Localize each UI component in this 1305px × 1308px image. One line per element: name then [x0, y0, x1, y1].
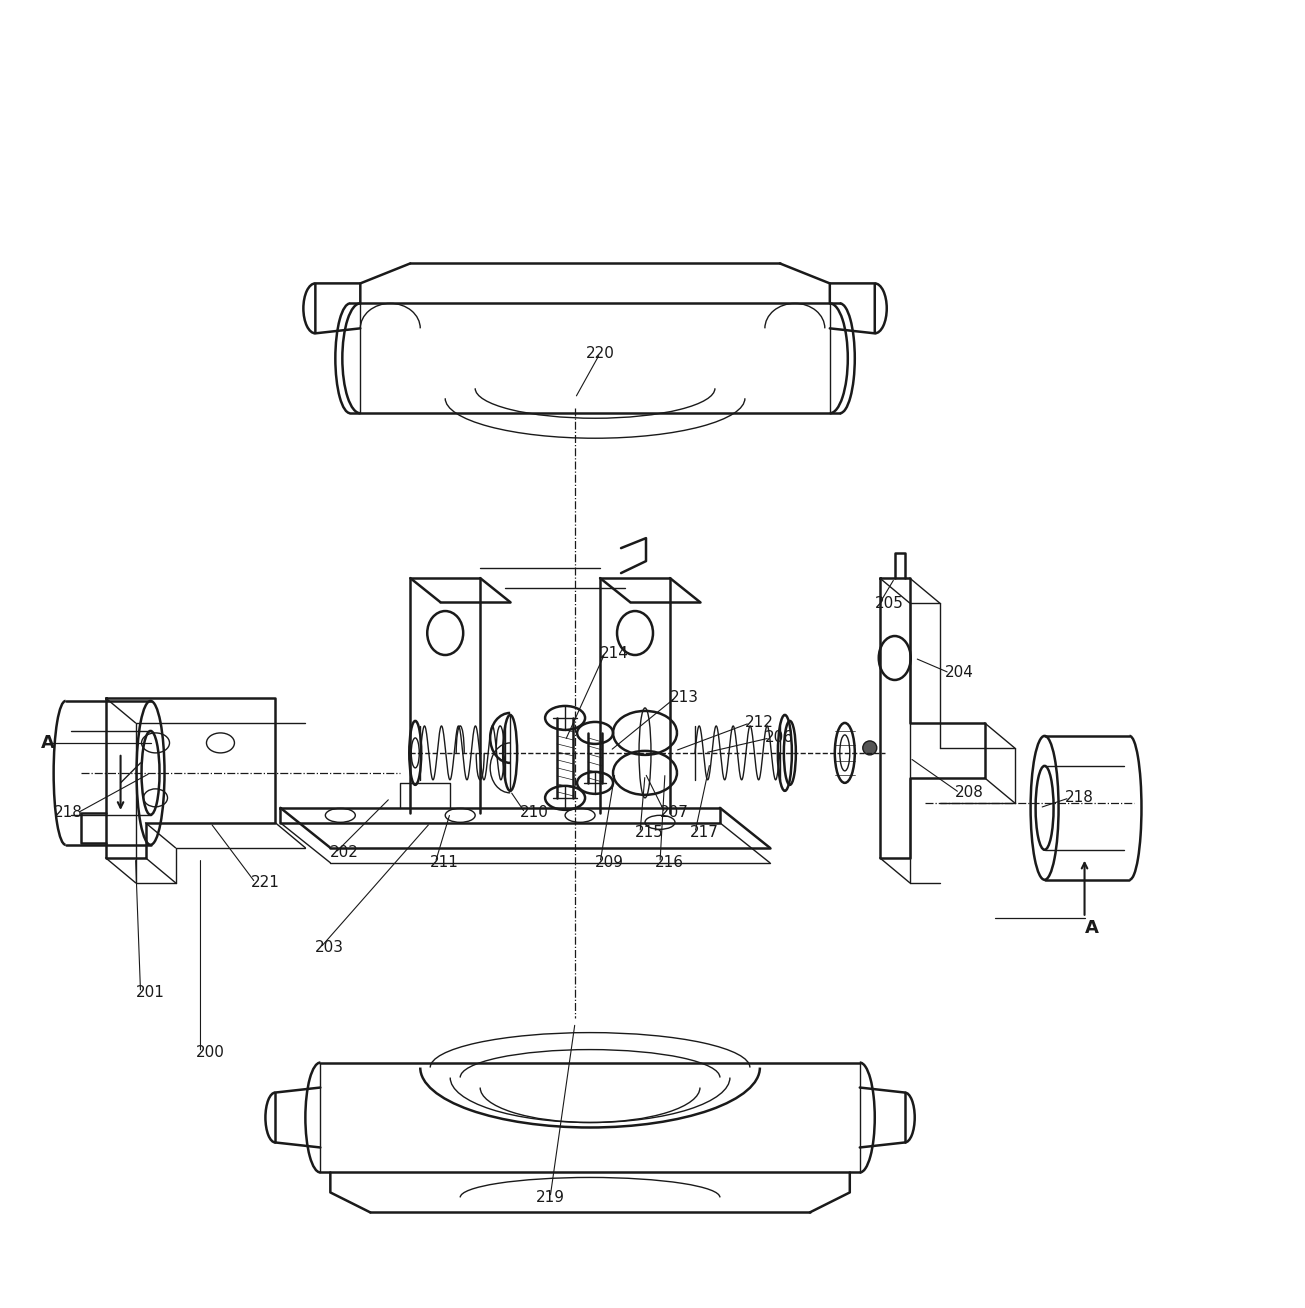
Text: 212: 212	[745, 715, 774, 730]
Text: 209: 209	[595, 855, 624, 870]
Text: 217: 217	[690, 825, 719, 840]
Text: 202: 202	[330, 845, 359, 861]
Text: 220: 220	[586, 345, 615, 361]
Text: 207: 207	[660, 806, 689, 820]
Text: 201: 201	[136, 985, 164, 1001]
Text: 215: 215	[636, 825, 664, 840]
Text: 219: 219	[535, 1190, 565, 1205]
Text: A: A	[40, 734, 55, 752]
Text: 211: 211	[431, 855, 459, 870]
Text: 205: 205	[874, 595, 903, 611]
Text: 210: 210	[521, 806, 549, 820]
Text: 208: 208	[955, 785, 984, 800]
Text: 214: 214	[600, 646, 629, 661]
Text: 204: 204	[945, 666, 974, 680]
Text: 218: 218	[54, 806, 82, 820]
Text: 213: 213	[669, 691, 699, 705]
Text: 216: 216	[655, 855, 684, 870]
Text: 221: 221	[251, 875, 279, 891]
Ellipse shape	[863, 740, 877, 755]
Text: 200: 200	[196, 1045, 224, 1059]
Text: 218: 218	[1065, 790, 1094, 806]
Text: A: A	[1084, 918, 1099, 937]
Text: 203: 203	[316, 940, 345, 955]
Text: 206: 206	[765, 730, 793, 746]
